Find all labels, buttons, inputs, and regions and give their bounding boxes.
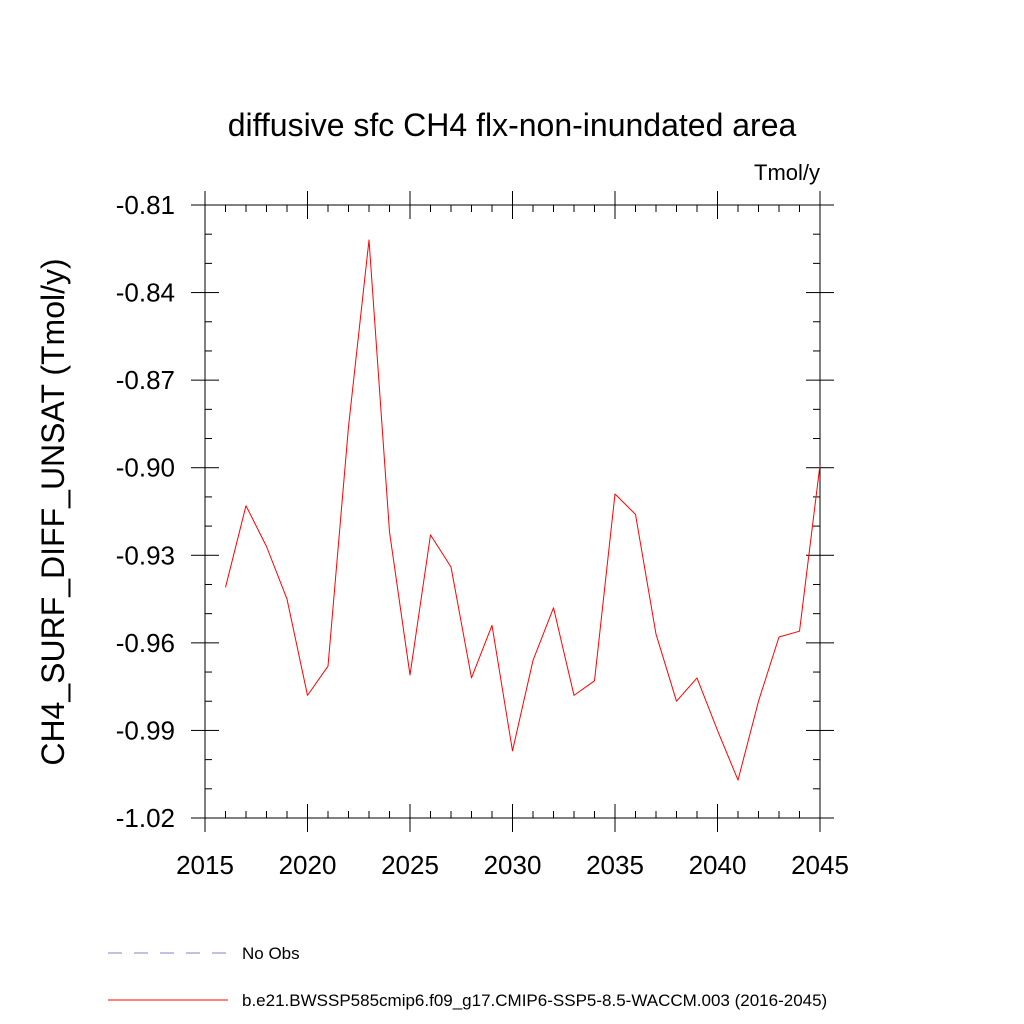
x-tick-label: 2040 — [689, 850, 747, 880]
plot-frame — [204, 204, 821, 819]
y-tick-label: -0.90 — [116, 453, 175, 483]
units-label: Tmol/y — [754, 160, 820, 185]
legend: No Obs b.e21.BWSSP585cmip6.f09_g17.CMIP6… — [108, 944, 827, 1010]
series-line — [225, 239, 821, 781]
y-tick-label: -0.99 — [116, 715, 175, 745]
x-axis-ticks — [204, 191, 821, 832]
x-tick-label: 2020 — [279, 850, 337, 880]
x-tick-label: 2035 — [586, 850, 644, 880]
y-tick-label: -1.02 — [116, 803, 175, 833]
x-tick-label: 2030 — [484, 850, 542, 880]
y-axis-tick-labels: -1.02 -0.99 -0.96 -0.93 -0.90 -0.87 -0.84 -0.81 — [116, 190, 175, 833]
series-layer — [225, 239, 821, 781]
y-axis-label: CH4_SURF_DIFF_UNSAT (Tmol/y) — [35, 258, 71, 765]
legend-label-no-obs: No Obs — [242, 944, 300, 963]
y-tick-label: -0.93 — [116, 540, 175, 570]
x-tick-label: 2015 — [176, 850, 234, 880]
y-tick-label: -0.81 — [116, 190, 175, 220]
chart-title: diffusive sfc CH4 flx-non-inundated area — [228, 107, 797, 143]
y-axis-ticks — [191, 204, 834, 819]
y-tick-label: -0.87 — [116, 365, 175, 395]
x-tick-label: 2045 — [791, 850, 849, 880]
x-axis-tick-labels: 2015 2020 2025 2030 2035 2040 2045 — [176, 850, 849, 880]
y-tick-label: -0.96 — [116, 628, 175, 658]
legend-label-model-run: b.e21.BWSSP585cmip6.f09_g17.CMIP6-SSP5-8… — [242, 991, 827, 1010]
y-tick-label: -0.84 — [116, 278, 175, 308]
x-tick-label: 2025 — [381, 850, 439, 880]
